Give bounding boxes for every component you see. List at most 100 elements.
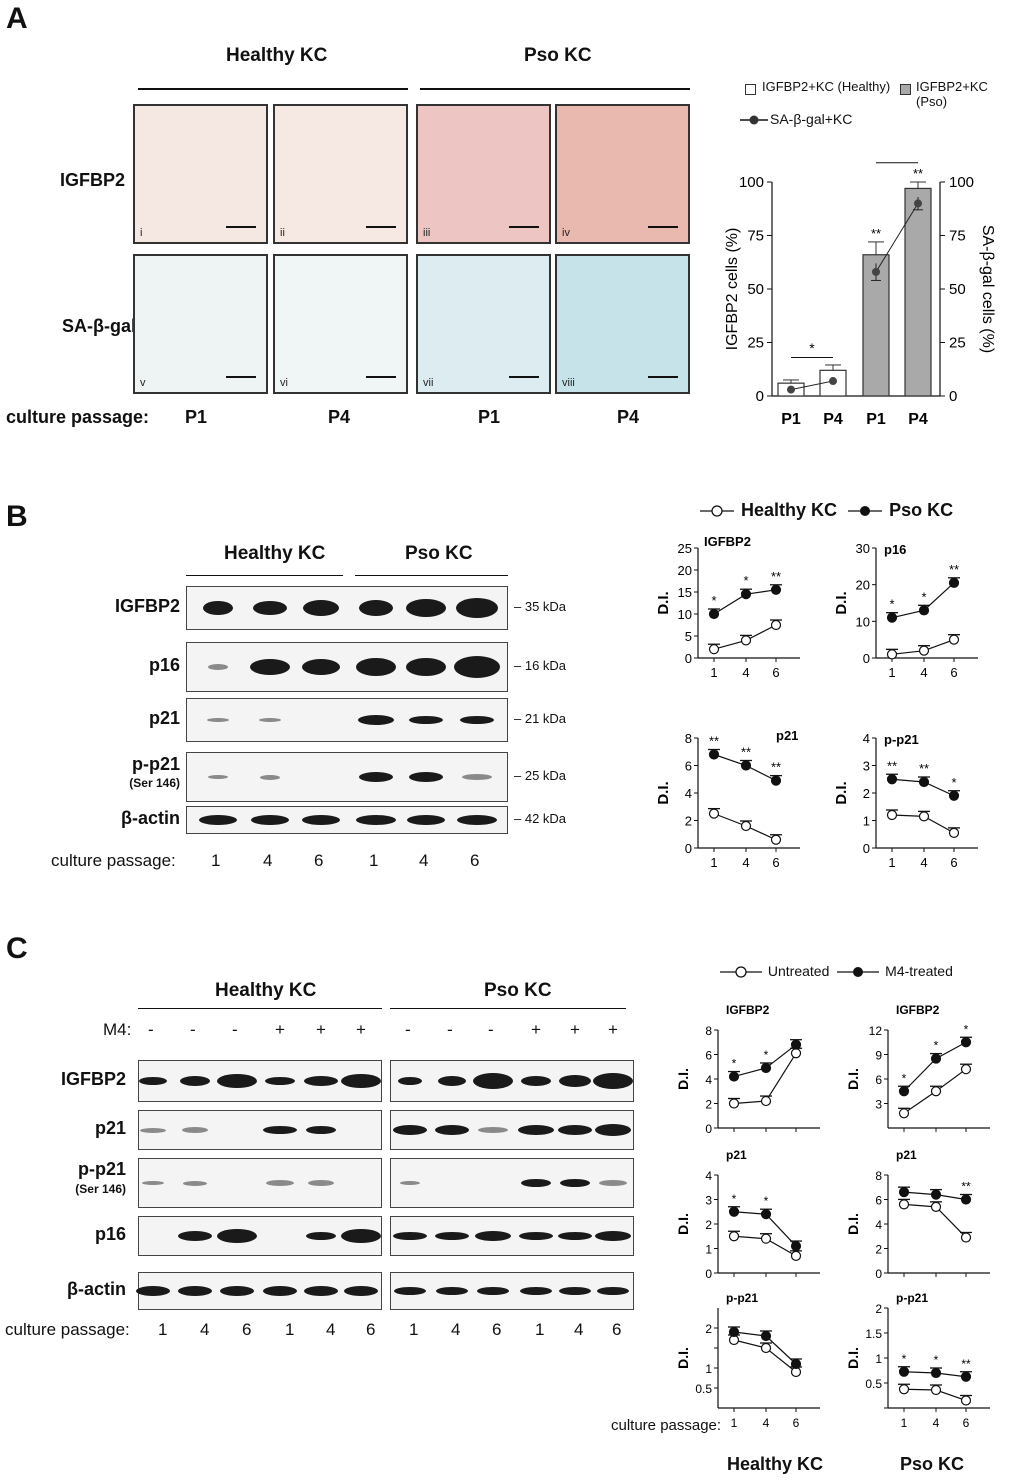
data-point bbox=[918, 605, 930, 616]
y-axis-title: D.I. bbox=[845, 1347, 861, 1369]
legend-label-sagal: SA-β-gal+KC bbox=[770, 111, 853, 127]
blot-row bbox=[390, 1158, 634, 1208]
y-tick-label: 3 bbox=[705, 1194, 712, 1208]
data-point bbox=[960, 1037, 972, 1048]
blot-band bbox=[559, 1075, 591, 1087]
y-tick-label: 25 bbox=[678, 541, 692, 556]
blot-band bbox=[358, 715, 394, 725]
y2-tick-label: 25 bbox=[949, 335, 966, 352]
data-point bbox=[760, 1342, 772, 1354]
blot-band bbox=[435, 1232, 469, 1240]
scale-bar bbox=[509, 376, 539, 378]
passage-number: 6 bbox=[366, 1320, 376, 1339]
data-point bbox=[918, 811, 930, 822]
passage-number: 1 bbox=[285, 1320, 295, 1339]
chart-b-p21: 0 2 4 6 8 1 4 6 D.I. p21 ** ** ** bbox=[655, 728, 800, 870]
blot-band bbox=[521, 1076, 551, 1086]
data-point bbox=[918, 645, 930, 656]
passage-number: 1 bbox=[158, 1320, 168, 1339]
sig-star: ** bbox=[961, 1180, 971, 1194]
m4-sign: + bbox=[570, 1020, 580, 1039]
blot-band bbox=[436, 1287, 468, 1295]
blot-band bbox=[199, 815, 237, 825]
m4-sign: - bbox=[488, 1020, 494, 1039]
healthy-kc-heading-c: Healthy KC bbox=[215, 980, 317, 1001]
y-tick-label: 8 bbox=[705, 1024, 712, 1038]
y-tick-label: 3 bbox=[875, 1098, 882, 1112]
chart-c-pp21-healthy: 0.5 1 2 1 4 6 D.I. p-p21 bbox=[675, 1291, 820, 1428]
x-tick-label: 1 bbox=[888, 855, 895, 870]
legend-label-healthy-b: Healthy KC bbox=[741, 500, 838, 520]
x-tick-label: P1 bbox=[866, 411, 886, 428]
y-axis-title: D.I. bbox=[833, 591, 850, 614]
y-axis-title: D.I. bbox=[675, 1213, 691, 1235]
pso-kc-heading-c: Pso KC bbox=[484, 980, 552, 1001]
y-tick-label: 3 bbox=[863, 759, 870, 774]
y2-axis-title: SA-β-gal cells (%) bbox=[979, 225, 996, 353]
scale-bar bbox=[509, 226, 539, 228]
data-point bbox=[708, 808, 720, 819]
blot-band bbox=[560, 1179, 590, 1187]
blot-band bbox=[217, 1074, 257, 1088]
data-point bbox=[760, 1095, 772, 1107]
blot-band bbox=[597, 1287, 629, 1295]
y-tick-label: 10 bbox=[856, 614, 870, 629]
scale-bar bbox=[648, 376, 678, 378]
passage-number: 6 bbox=[612, 1320, 622, 1339]
micrograph-tile: vii bbox=[416, 254, 551, 394]
blot-row-label: IGFBP2 bbox=[114, 596, 180, 616]
blot-band bbox=[136, 1286, 170, 1296]
blot-band bbox=[182, 1127, 208, 1133]
chart-c-igfbp2-healthy: 0 2 4 6 8 D.I. IGFBP2 * * bbox=[675, 1003, 820, 1136]
x-tick-label: 1 bbox=[731, 1416, 738, 1428]
data-point bbox=[930, 1053, 942, 1064]
data-point bbox=[708, 749, 720, 760]
sig-star: * bbox=[764, 1194, 769, 1208]
blot-band bbox=[302, 815, 340, 825]
blot-band bbox=[208, 664, 228, 670]
micrograph-tile: ii bbox=[273, 104, 408, 244]
blot-band bbox=[393, 1125, 427, 1135]
blot-band bbox=[341, 1074, 381, 1088]
blot-band bbox=[308, 1180, 334, 1186]
data-point bbox=[760, 1330, 772, 1342]
pso-kc-heading-a: Pso KC bbox=[524, 45, 592, 66]
data-point bbox=[948, 634, 960, 645]
m4-sign: + bbox=[275, 1020, 285, 1039]
legend-filled-marker bbox=[848, 506, 883, 517]
sig-star: ** bbox=[771, 760, 781, 775]
panel-letter-c: C bbox=[6, 932, 28, 965]
data-point bbox=[728, 1098, 740, 1109]
scale-bar bbox=[226, 226, 256, 228]
blot-band bbox=[253, 601, 287, 615]
sig-star: ** bbox=[919, 761, 929, 776]
passage-number: 6 bbox=[314, 851, 324, 870]
blot-band bbox=[304, 1286, 338, 1296]
data-point bbox=[960, 1371, 972, 1382]
m4-sign: + bbox=[531, 1020, 541, 1039]
blot-band bbox=[260, 774, 280, 780]
data-point bbox=[708, 644, 720, 655]
healthy-underline-b bbox=[186, 575, 343, 576]
legend-open-marker bbox=[720, 966, 762, 978]
sig-star: * bbox=[902, 1352, 907, 1366]
bar bbox=[904, 187, 932, 397]
m4-sign: - bbox=[405, 1020, 411, 1039]
blot-band bbox=[266, 1180, 294, 1186]
passage-number: 4 bbox=[451, 1320, 461, 1339]
blot-band bbox=[306, 1232, 336, 1240]
y-tick-label: 6 bbox=[685, 759, 692, 774]
blot-band bbox=[473, 1073, 513, 1089]
row-label-sagal-a: SA-β-gal bbox=[62, 316, 136, 336]
sig-star: * bbox=[902, 1071, 907, 1085]
blot-band bbox=[178, 1231, 212, 1241]
data-point bbox=[790, 1048, 802, 1059]
y-tick-label: 2 bbox=[685, 814, 692, 829]
sagal-point bbox=[872, 267, 880, 276]
data-point bbox=[886, 612, 898, 623]
blot-row bbox=[390, 1060, 634, 1102]
passage-p4: P4 bbox=[328, 407, 351, 427]
y-tick-label: 4 bbox=[705, 1073, 712, 1087]
blot-band bbox=[263, 1286, 297, 1296]
